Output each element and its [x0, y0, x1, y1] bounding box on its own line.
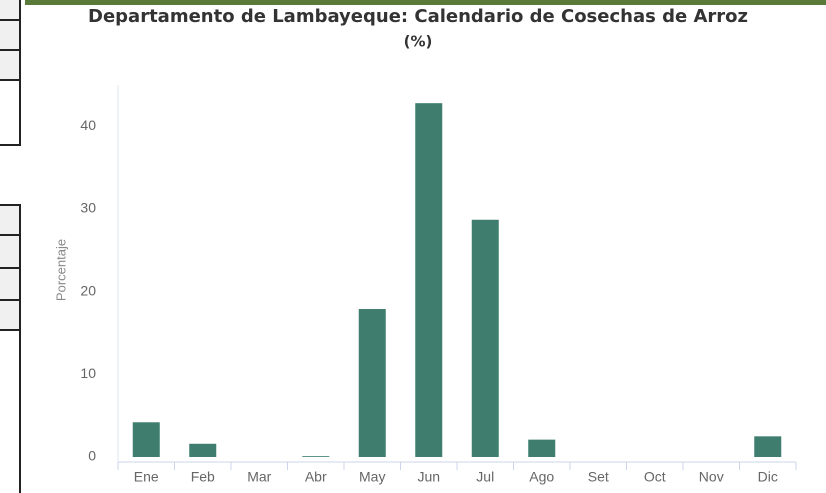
- side-panel: [0, 0, 21, 493]
- y-tick-label: 0: [88, 448, 96, 464]
- x-tick-label: Ene: [134, 469, 159, 485]
- y-tick-label: 20: [80, 282, 96, 298]
- bar: [302, 456, 330, 457]
- bar: [754, 436, 782, 457]
- x-tick-label: Abr: [305, 469, 327, 485]
- x-tick-label: May: [359, 469, 385, 485]
- x-tick-label: Dic: [758, 469, 778, 485]
- x-tick-label: Jul: [476, 469, 494, 485]
- y-axis-label: Porcentaje: [53, 239, 68, 301]
- y-tick-label: 40: [80, 117, 96, 133]
- x-tick-label: Oct: [644, 469, 666, 485]
- bar: [528, 439, 556, 457]
- x-tick-label: Feb: [191, 469, 215, 485]
- chart-title: Departamento de Lambayeque: Calendario d…: [88, 6, 748, 27]
- x-tick-label: Mar: [247, 469, 271, 485]
- x-tick-label: Jun: [417, 469, 440, 485]
- bar: [132, 422, 160, 457]
- bar: [471, 219, 499, 457]
- bar: [189, 443, 217, 457]
- x-tick-label: Set: [588, 469, 609, 485]
- y-tick-label: 30: [80, 200, 96, 216]
- x-tick-label: Ago: [529, 469, 554, 485]
- y-tick-label: 10: [80, 365, 96, 381]
- chart-subtitle: (%): [404, 33, 433, 51]
- x-tick-label: Nov: [699, 469, 724, 485]
- bar: [358, 309, 386, 457]
- bar: [415, 103, 443, 457]
- top-banner: [25, 0, 826, 5]
